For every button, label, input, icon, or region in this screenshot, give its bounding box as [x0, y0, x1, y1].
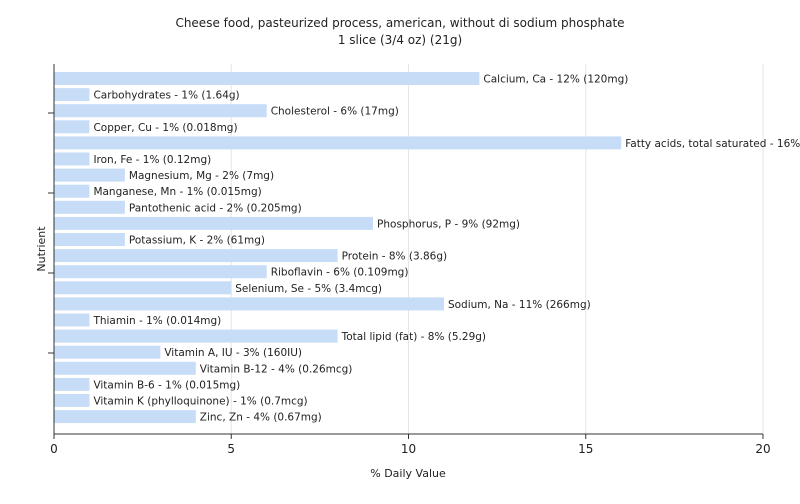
bar: [54, 361, 196, 375]
bar: [54, 265, 267, 279]
bar-label: Iron, Fe - 1% (0.12mg): [93, 154, 211, 166]
x-tick-label: 10: [401, 442, 416, 456]
bar-label: Copper, Cu - 1% (0.018mg): [93, 122, 237, 134]
bar-label: Thiamin - 1% (0.014mg): [92, 315, 221, 327]
bar-label: Riboflavin - 6% (0.109mg): [271, 267, 409, 279]
bar: [54, 345, 161, 359]
y-axis-label: Nutrient: [35, 226, 48, 272]
bar-label: Selenium, Se - 5% (3.4mcg): [235, 283, 382, 295]
x-tick-label: 5: [227, 442, 235, 456]
bar-label: Pantothenic acid - 2% (0.205mg): [129, 202, 302, 214]
axes-layer: 0 5 10 15 20: [48, 64, 771, 456]
bar: [54, 152, 90, 166]
bar-label: Vitamin K (phylloquinone) - 1% (0.7mcg): [93, 396, 307, 408]
bar: [54, 200, 125, 214]
x-tick-label: 20: [755, 442, 770, 456]
bar: [54, 216, 374, 230]
bar: [54, 281, 232, 295]
x-tick-label: 0: [50, 442, 58, 456]
bar: [54, 329, 338, 343]
bar-label: Cholesterol - 6% (17mg): [271, 106, 399, 118]
bar: [54, 168, 125, 182]
bar-label: Zinc, Zn - 4% (0.67mg): [200, 412, 322, 424]
chart-subtitle: 1 slice (3/4 oz) (21g): [338, 33, 462, 47]
bar: [54, 410, 196, 424]
grid-layer: [230, 64, 764, 434]
bar-label: Potassium, K - 2% (61mg): [129, 235, 265, 247]
bar-label: Calcium, Ca - 12% (120mg): [483, 74, 628, 86]
bar-label: Magnesium, Mg - 2% (7mg): [129, 170, 274, 182]
bar-label: Fatty acids, total saturated - 16% (3.12…: [625, 138, 800, 150]
chart-title: Cheese food, pasteurized process, americ…: [175, 16, 624, 30]
bar-label: Vitamin A, IU - 3% (160IU): [164, 347, 302, 359]
bar: [54, 120, 90, 134]
bar-label: Protein - 8% (3.86g): [342, 251, 448, 263]
bar-label: Phosphorus, P - 9% (92mg): [377, 218, 520, 230]
bar: [54, 394, 90, 407]
bar: [54, 136, 622, 150]
bar: [54, 377, 90, 391]
bar-label: Vitamin B-6 - 1% (0.015mg): [93, 379, 240, 391]
bar: [54, 88, 90, 102]
x-tick-label: 15: [578, 442, 593, 456]
bar-label: Vitamin B-12 - 4% (0.26mcg): [200, 363, 353, 375]
bar: [54, 72, 480, 85]
bar-label: Manganese, Mn - 1% (0.015mg): [93, 186, 261, 198]
bar-label: Total lipid (fat) - 8% (5.29g): [341, 331, 486, 343]
x-axis-label: % Daily Value: [370, 467, 446, 480]
bar: [54, 184, 90, 198]
bar: [54, 313, 90, 327]
bar-label: Sodium, Na - 11% (266mg): [448, 299, 591, 311]
bar-label: Carbohydrates - 1% (1.64g): [93, 90, 239, 102]
bars-layer: Calcium, Ca - 12% (120mg) Carbohydrates -…: [54, 72, 800, 424]
bar: [54, 249, 338, 263]
bar: [54, 297, 444, 311]
bar: [54, 104, 267, 118]
bar: [54, 233, 125, 246]
